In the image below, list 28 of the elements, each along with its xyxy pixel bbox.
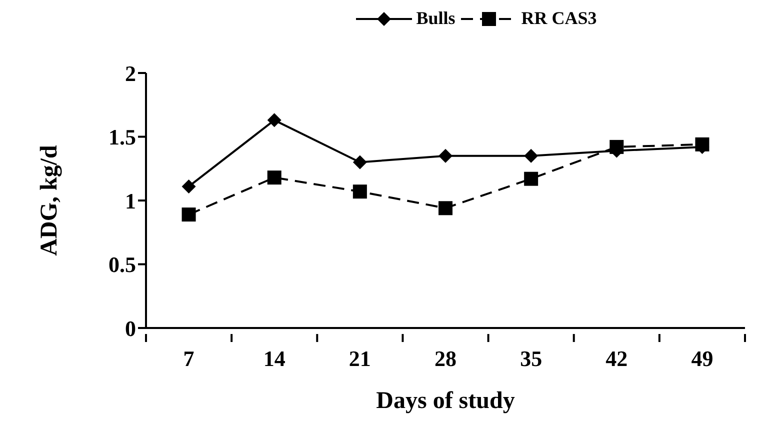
point: [438, 201, 452, 216]
point: [438, 148, 452, 163]
y-tick-label: 0.5: [108, 252, 136, 278]
point: [352, 184, 367, 199]
x-tick-label: 21: [348, 346, 371, 371]
point: [695, 137, 710, 152]
point: [524, 172, 538, 186]
x-tick-label: 28: [434, 346, 456, 371]
y-tick-label: 0: [125, 316, 136, 341]
point: [352, 155, 367, 170]
x-tick-label: 42: [606, 346, 628, 371]
point: [610, 140, 624, 154]
point: [267, 170, 282, 185]
x-axis-title: Days of study: [376, 388, 515, 414]
y-tick-label: 1: [125, 188, 136, 214]
y-tick-label: 2: [125, 60, 136, 86]
legend-label: Bulls: [416, 8, 456, 29]
point: [182, 179, 196, 194]
x-tick-label: 14: [263, 346, 286, 371]
point: [524, 148, 538, 163]
y-tick-label: 1.5: [108, 124, 136, 150]
x-tick-label: 7: [183, 346, 194, 371]
legend-label: RR CAS3: [521, 8, 597, 29]
y-axis-title: ADG, kg/d: [36, 144, 63, 256]
point: [267, 113, 282, 128]
point: [182, 208, 196, 222]
x-tick-label: 49: [691, 346, 714, 371]
x-tick-label: 35: [520, 346, 542, 371]
